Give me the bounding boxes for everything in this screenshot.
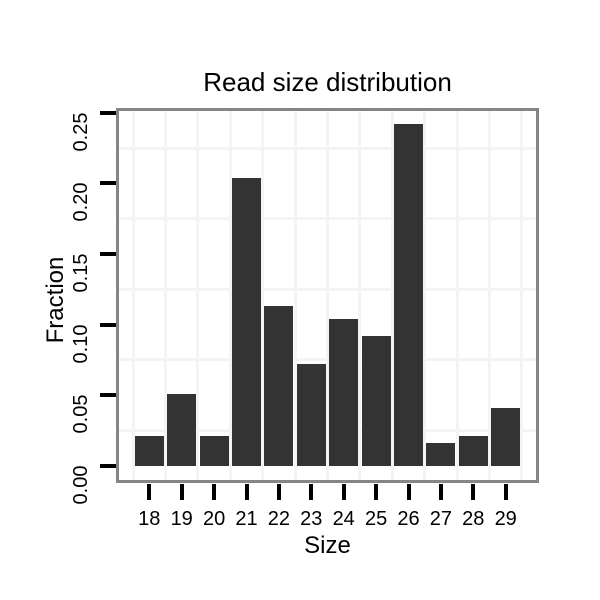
y-tick-label: 0.10 xyxy=(70,324,92,364)
x-tick xyxy=(503,484,508,500)
y-tick xyxy=(100,463,116,468)
y-tick xyxy=(100,252,116,256)
y-tick-label: 0.05 xyxy=(70,394,92,434)
x-tick xyxy=(212,484,217,500)
x-tick xyxy=(471,484,476,500)
x-tick-label: 29 xyxy=(494,508,517,530)
bars-layer xyxy=(119,111,536,480)
horizontal-minor-gridline xyxy=(119,217,536,221)
y-tick-label: 0.15 xyxy=(70,253,92,293)
gridlines-layer xyxy=(119,111,536,480)
x-tick xyxy=(309,484,314,500)
bar-23 xyxy=(296,364,326,466)
x-tick xyxy=(147,484,152,500)
y-axis-label: Fraction xyxy=(42,256,69,344)
x-tick-label: 28 xyxy=(462,508,485,530)
x-tick-label: 21 xyxy=(235,508,258,530)
vertical-minor-gridline xyxy=(358,111,362,480)
x-tick xyxy=(374,484,379,500)
bar-21 xyxy=(232,177,261,466)
plot-panel xyxy=(116,108,539,483)
vertical-minor-gridline xyxy=(196,111,200,480)
vertical-minor-gridline xyxy=(390,111,394,480)
x-tick xyxy=(341,484,346,500)
x-tick-label: 19 xyxy=(170,508,193,530)
y-tick xyxy=(100,110,116,115)
vertical-minor-gridline xyxy=(488,111,491,480)
y-tick-label: 0.25 xyxy=(70,112,92,152)
y-tick xyxy=(100,393,116,398)
horizontal-minor-gridline xyxy=(119,429,536,432)
x-tick-label: 18 xyxy=(138,508,161,530)
bar-28 xyxy=(458,436,488,466)
x-tick xyxy=(244,484,249,500)
x-tick xyxy=(406,484,411,500)
vertical-minor-gridline xyxy=(228,111,232,480)
vertical-minor-gridline xyxy=(423,111,427,480)
vertical-minor-gridline xyxy=(455,111,459,480)
x-tick-label: 25 xyxy=(364,508,388,530)
horizontal-minor-gridline xyxy=(119,358,536,362)
y-tick-label: 0.00 xyxy=(70,465,92,505)
x-tick-label: 22 xyxy=(267,508,291,530)
x-tick-label: 27 xyxy=(429,508,453,530)
bar-27 xyxy=(426,443,456,466)
x-tick-label: 26 xyxy=(397,508,420,530)
x-tick-label: 24 xyxy=(332,508,355,530)
bar-18 xyxy=(134,436,164,466)
chart-title: Read size distribution xyxy=(203,67,452,97)
x-axis-label: Size xyxy=(304,532,351,559)
x-tick xyxy=(276,484,281,500)
bar-22 xyxy=(264,306,294,466)
bar-19 xyxy=(167,393,197,466)
bar-29 xyxy=(491,407,521,466)
bar-24 xyxy=(329,318,359,466)
x-tick-label: 20 xyxy=(202,508,226,530)
bar-25 xyxy=(361,335,391,466)
y-tick xyxy=(100,322,116,327)
vertical-minor-gridline xyxy=(164,111,167,480)
y-tick xyxy=(100,181,116,186)
vertical-minor-gridline xyxy=(520,111,524,480)
vertical-minor-gridline xyxy=(261,111,265,480)
x-tick xyxy=(179,484,184,500)
horizontal-minor-gridline xyxy=(119,287,536,291)
x-tick xyxy=(438,484,443,500)
vertical-minor-gridline xyxy=(131,111,135,480)
x-tick-label: 23 xyxy=(300,508,323,530)
vertical-minor-gridline xyxy=(293,111,297,480)
bar-26 xyxy=(394,124,423,466)
horizontal-minor-gridline xyxy=(119,146,536,150)
bar-20 xyxy=(199,436,229,466)
y-tick-label: 0.20 xyxy=(70,182,92,222)
vertical-minor-gridline xyxy=(326,111,329,480)
